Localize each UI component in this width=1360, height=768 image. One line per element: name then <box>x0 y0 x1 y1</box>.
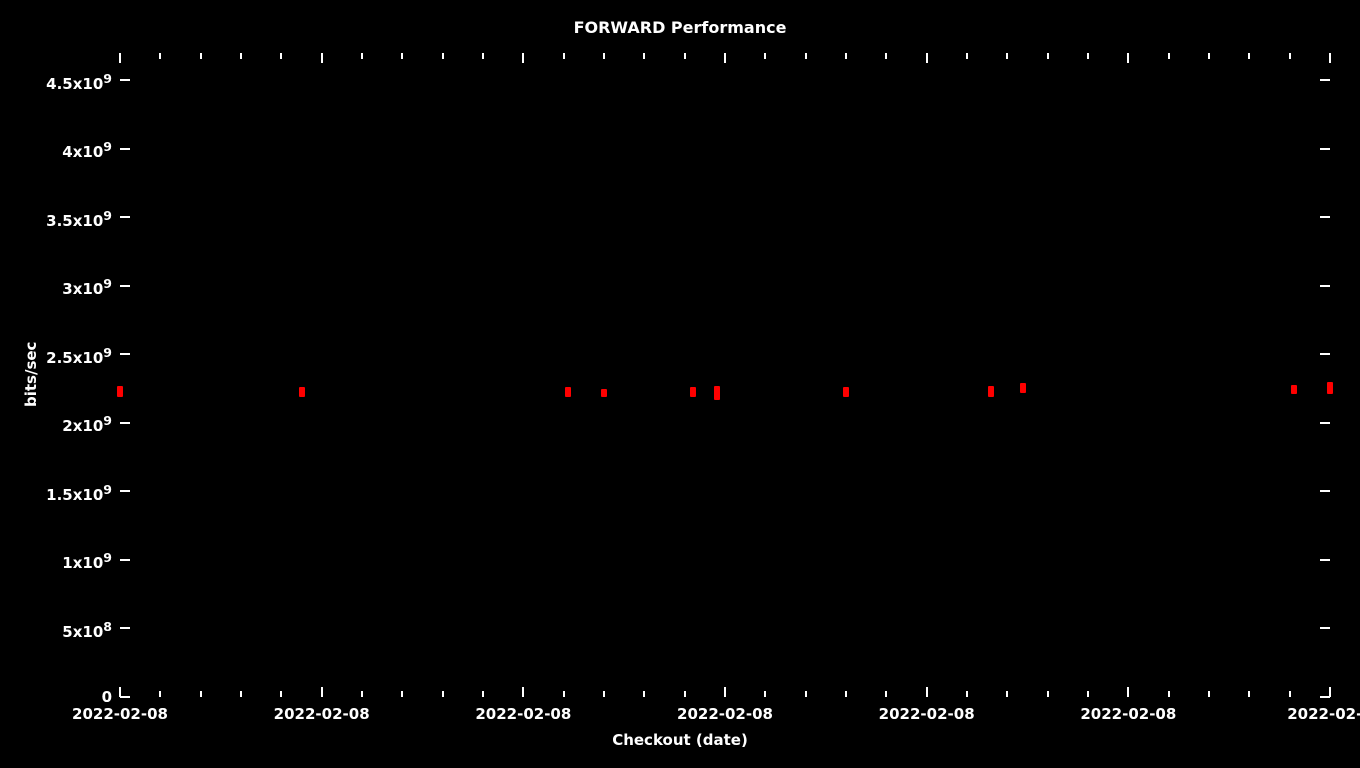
data-point <box>565 387 571 397</box>
data-point <box>843 387 849 397</box>
x-axis-label: Checkout (date) <box>0 731 1360 749</box>
ytick-label: 1.5x109 <box>46 482 112 504</box>
xtick-label: 2022-02-08 <box>879 705 975 723</box>
ytick-label: 3.5x109 <box>46 208 112 230</box>
xtick-label: 2022-02-08 <box>1080 705 1176 723</box>
chart-title: FORWARD Performance <box>0 18 1360 37</box>
data-point <box>1327 382 1333 394</box>
ytick-label: 5x108 <box>62 619 112 641</box>
plot-area <box>120 53 1330 697</box>
ytick-label: 3x109 <box>62 276 112 298</box>
xtick-label: 2022-02-0 <box>1287 705 1360 723</box>
y-axis-label: bits/sec <box>22 342 40 407</box>
data-point <box>690 387 696 397</box>
performance-chart: FORWARD Performance bits/sec Checkout (d… <box>0 0 1360 768</box>
data-point <box>988 386 994 397</box>
data-point <box>1020 383 1026 393</box>
ytick-label: 4x109 <box>62 139 112 161</box>
xtick-label: 2022-02-08 <box>475 705 571 723</box>
xtick-label: 2022-02-08 <box>677 705 773 723</box>
xtick-label: 2022-02-08 <box>72 705 168 723</box>
data-point <box>601 389 607 397</box>
ytick-label: 2x109 <box>62 413 112 435</box>
ytick-label: 0 <box>102 688 112 706</box>
ytick-label: 1x109 <box>62 550 112 572</box>
ytick-label: 2.5x109 <box>46 345 112 367</box>
data-point <box>117 386 123 397</box>
xtick-label: 2022-02-08 <box>274 705 370 723</box>
data-point <box>299 387 305 397</box>
ytick-label: 4.5x109 <box>46 71 112 93</box>
data-point <box>1291 385 1297 395</box>
data-point <box>714 386 720 400</box>
